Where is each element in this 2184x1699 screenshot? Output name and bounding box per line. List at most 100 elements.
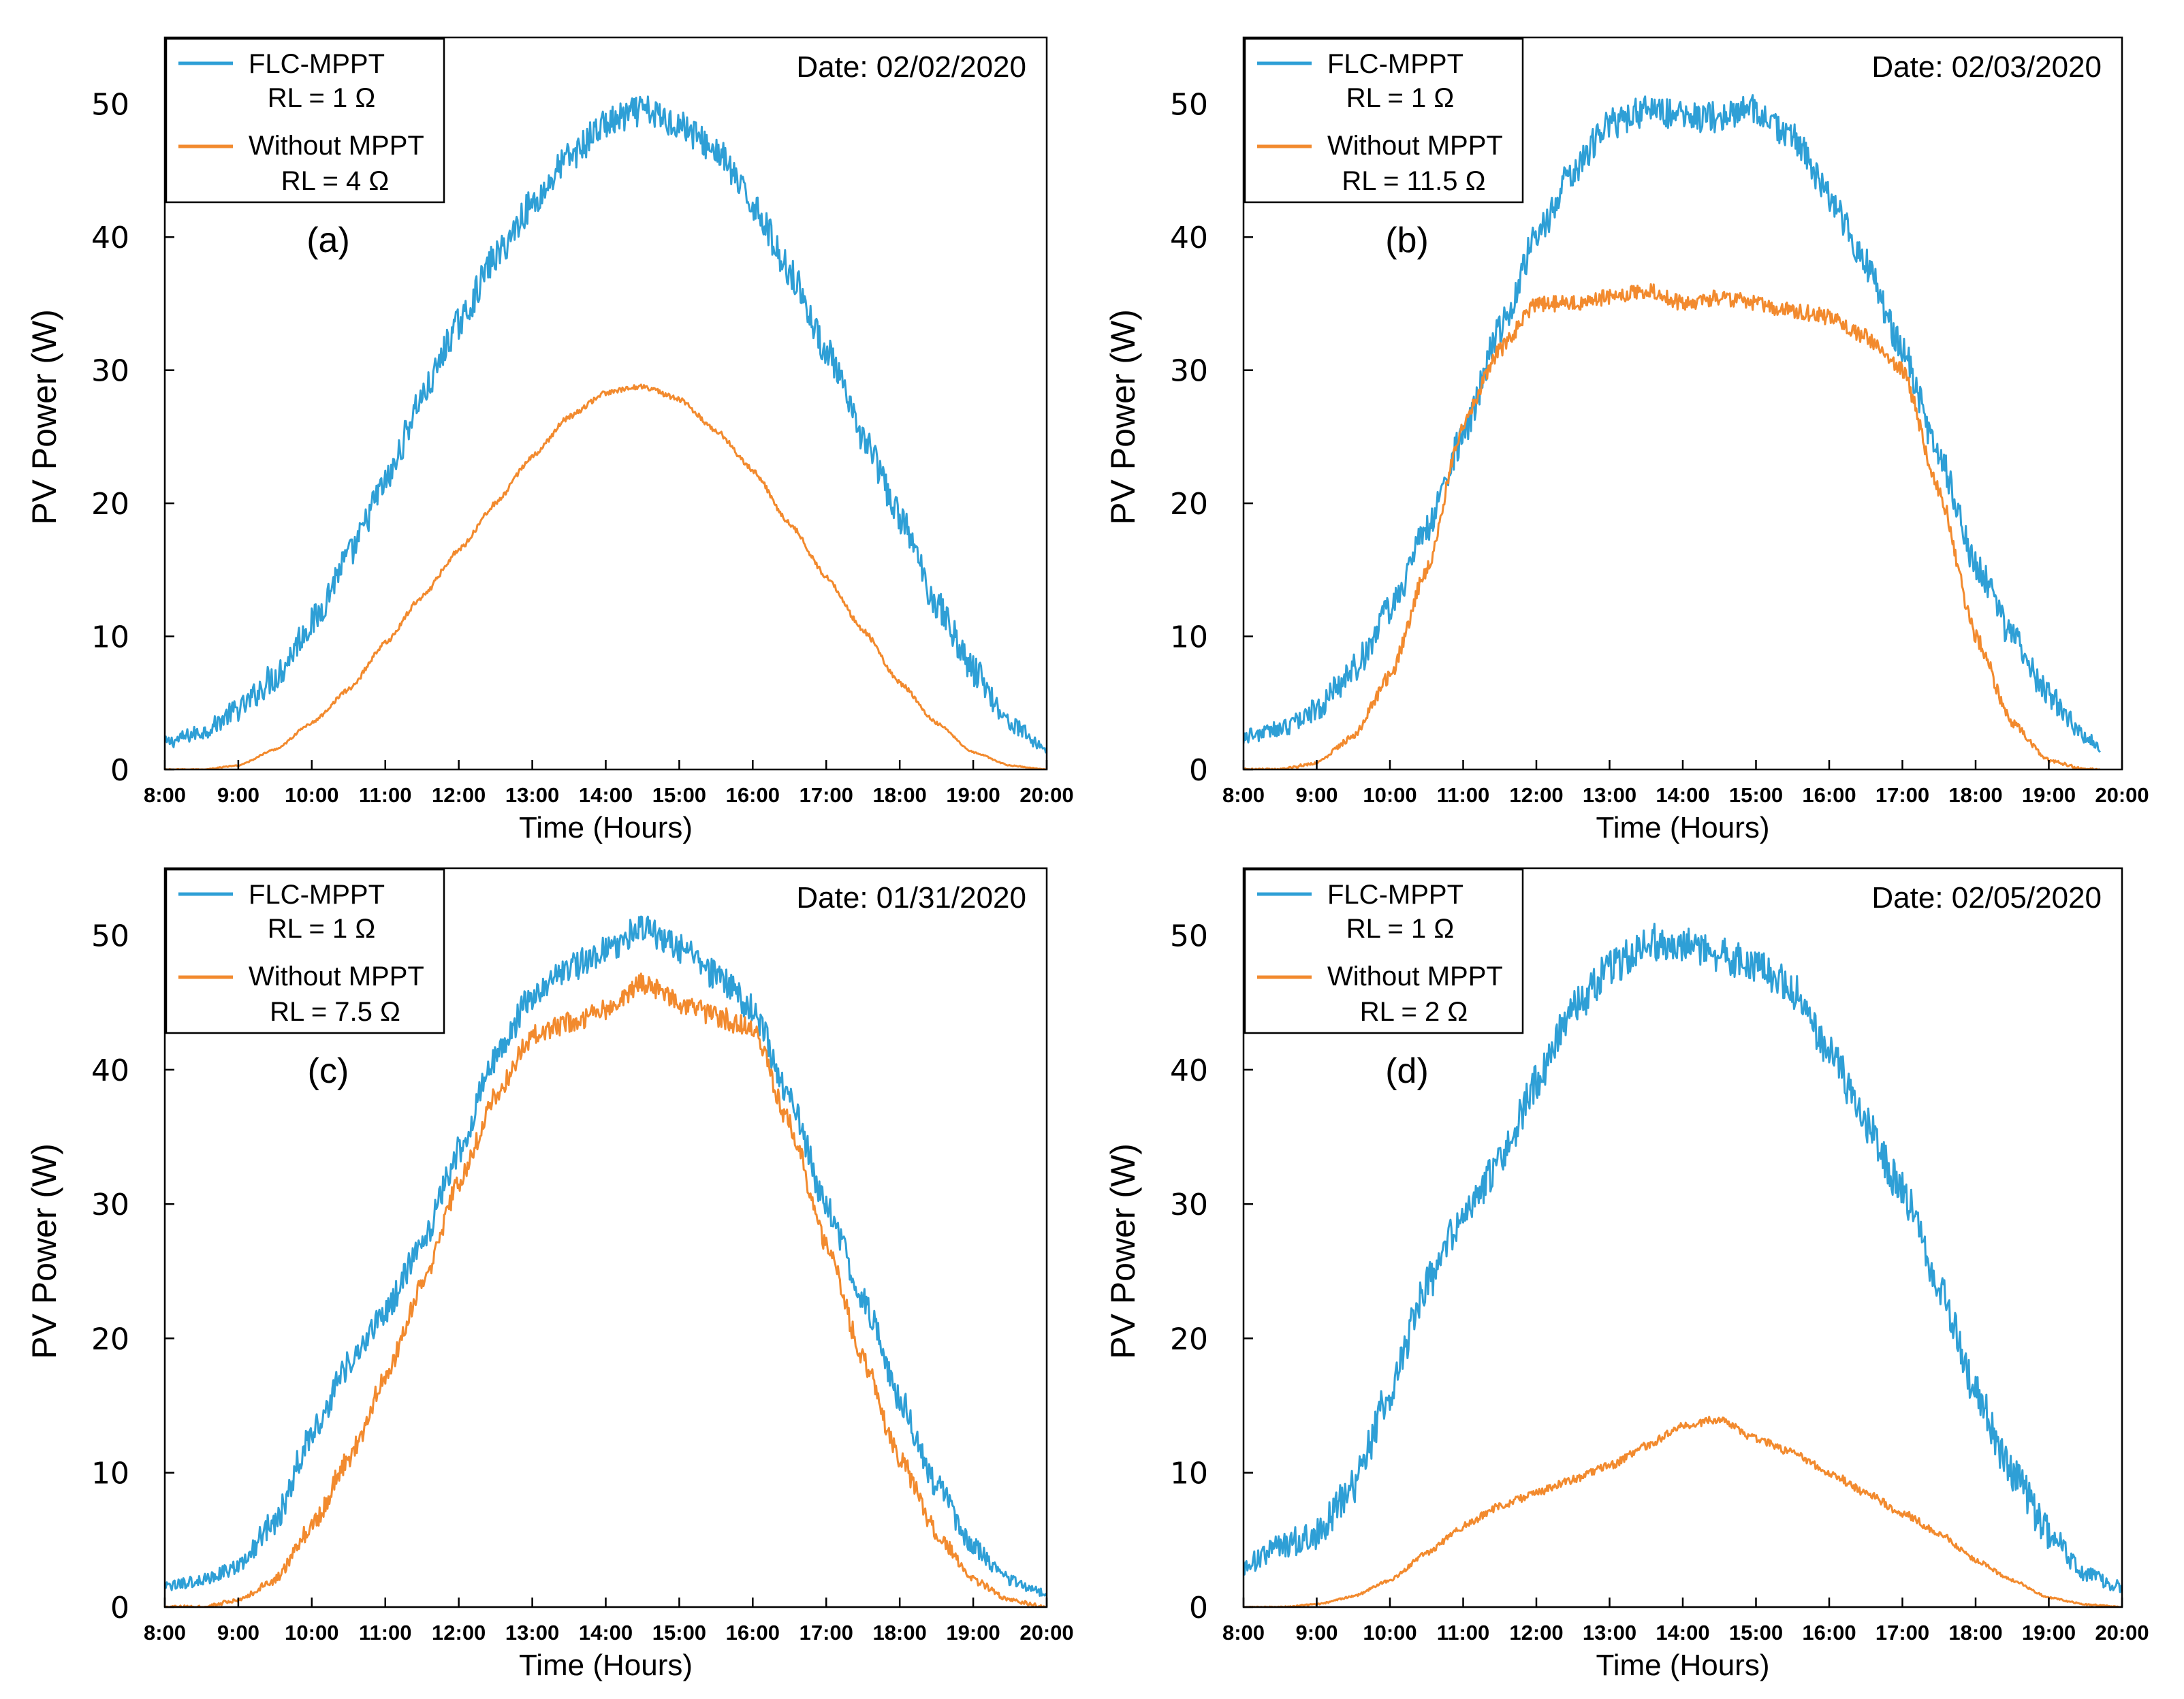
x-tick-label: 17:00: [800, 1621, 853, 1645]
x-tick-label: 20:00: [2095, 783, 2149, 807]
x-tick-label: 9:00: [1295, 783, 1338, 807]
chart-panel-3: 0 10 20 30 40 50 8:00 9:00 10:00 11:00 12:00 13:00 1…: [25, 867, 1074, 1682]
legend-label-flc-mppt: FLC-MPPT: [249, 49, 385, 79]
legend: FLC-MPPT RL = 1 Ω Without MPPT RL = 2 Ω: [1244, 868, 1524, 1034]
x-tick-label: 20:00: [2095, 1621, 2149, 1645]
y-tick-label: 10: [1170, 620, 1208, 655]
y-axis-label: PV Power (W): [1104, 1143, 1142, 1359]
x-tick-label: 18:00: [873, 783, 927, 807]
x-tick-label: 17:00: [800, 783, 853, 807]
date-label: Date: 01/31/2020: [796, 881, 1026, 915]
legend-box: [165, 868, 445, 1034]
x-tick-label: 15:00: [652, 1621, 706, 1645]
x-tick-label: 16:00: [726, 1621, 780, 1645]
x-tick-label: 13:00: [505, 783, 559, 807]
x-tick-label: 12:00: [432, 783, 486, 807]
chart-panel-1: 0 10 20 30 40 50 8:00 9:00 10:00 11:00 12:00 13:00 1…: [25, 36, 1074, 844]
x-tick-label: 16:00: [1802, 1621, 1856, 1645]
y-tick-label: 0: [110, 753, 129, 788]
series-line-flc-mppt: [1244, 923, 2122, 1593]
x-tick-label: 8:00: [1222, 1621, 1265, 1645]
x-tick-label: 12:00: [1509, 783, 1563, 807]
x-tick-label: 17:00: [1876, 783, 1929, 807]
y-tick-label: 50: [91, 88, 129, 123]
x-tick-label: 15:00: [1729, 1621, 1783, 1645]
legend-label-without-rl: RL = 2 Ω: [1360, 997, 1468, 1027]
legend-label-without-rl: RL = 4 Ω: [281, 166, 390, 196]
y-tick-label: 20: [91, 1322, 129, 1356]
legend-label-flc-mppt: FLC-MPPT: [1327, 49, 1463, 79]
date-label: Date: 02/02/2020: [796, 50, 1026, 84]
y-tick-label: 30: [91, 354, 129, 389]
y-tick-label: 10: [1170, 1457, 1208, 1491]
legend: FLC-MPPT RL = 1 Ω Without MPPT RL = 11.5 Ω: [1244, 37, 1524, 204]
y-tick-label: 20: [91, 487, 129, 522]
x-tick-label: 20:00: [1019, 1621, 1073, 1645]
x-tick-label: 20:00: [1019, 783, 1073, 807]
x-tick-label: 19:00: [946, 1621, 1000, 1645]
y-tick-label: 0: [110, 1591, 129, 1625]
legend-box: [165, 37, 445, 204]
panel-label: (d): [1385, 1051, 1429, 1091]
panel-label: (b): [1385, 221, 1429, 260]
legend-label-flc-mppt: FLC-MPPT: [1327, 880, 1463, 910]
series-line-flc-mppt: [1244, 94, 2101, 753]
x-tick-label: 11:00: [1437, 783, 1490, 807]
x-tick-label: 12:00: [432, 1621, 486, 1645]
legend-label-flc-rl: RL = 1 Ω: [1346, 83, 1455, 113]
y-axis-label: PV Power (W): [25, 1143, 63, 1359]
y-axis-label: PV Power (W): [25, 309, 63, 525]
series-line-without-mppt: [165, 383, 1047, 769]
legend-label-without-mppt: Without MPPT: [249, 131, 424, 161]
x-tick-label: 9:00: [217, 783, 259, 807]
y-tick-label: 50: [91, 919, 129, 954]
legend: FLC-MPPT RL = 1 Ω Without MPPT RL = 7.5 Ω: [165, 868, 445, 1034]
y-tick-label: 30: [91, 1188, 129, 1222]
y-tick-label: 40: [1170, 1053, 1208, 1088]
x-tick-label: 15:00: [1729, 783, 1783, 807]
chart-panel-4: 0 10 20 30 40 50 8:00 9:00 10:00 11:00 12:00 13:00 1…: [1104, 867, 2149, 1682]
x-tick-label: 8:00: [144, 783, 186, 807]
y-tick-label: 10: [91, 1457, 129, 1491]
x-tick-label: 19:00: [2022, 783, 2076, 807]
legend-label-flc-rl: RL = 1 Ω: [268, 914, 376, 944]
x-tick-label: 19:00: [946, 783, 1000, 807]
x-tick-label: 8:00: [1222, 783, 1265, 807]
legend: FLC-MPPT RL = 1 Ω Without MPPT RL = 4 Ω: [165, 37, 445, 204]
legend-box: [1244, 37, 1524, 204]
x-tick-label: 15:00: [652, 783, 706, 807]
x-tick-label: 10:00: [1363, 1621, 1417, 1645]
x-tick-label: 18:00: [1948, 1621, 2002, 1645]
x-tick-label: 16:00: [726, 783, 780, 807]
x-tick-label: 14:00: [1656, 783, 1709, 807]
x-tick-label: 10:00: [1363, 783, 1417, 807]
y-tick-label: 40: [91, 221, 129, 255]
x-tick-label: 9:00: [217, 1621, 259, 1645]
x-tick-label: 10:00: [285, 1621, 338, 1645]
x-tick-label: 12:00: [1509, 1621, 1563, 1645]
y-tick-label: 40: [91, 1053, 129, 1088]
x-tick-label: 14:00: [579, 1621, 633, 1645]
y-tick-label: 40: [1170, 221, 1208, 255]
legend-label-without-mppt: Without MPPT: [1327, 962, 1503, 991]
x-tick-label: 11:00: [359, 1621, 412, 1645]
legend-label-without-rl: RL = 11.5 Ω: [1342, 166, 1485, 196]
legend-label-flc-rl: RL = 1 Ω: [1346, 914, 1455, 944]
x-tick-label: 11:00: [359, 783, 412, 807]
date-label: Date: 02/05/2020: [1871, 881, 2102, 915]
legend-label-without-rl: RL = 7.5 Ω: [270, 997, 400, 1027]
y-tick-label: 30: [1170, 354, 1208, 389]
x-tick-label: 8:00: [144, 1621, 186, 1645]
x-tick-label: 11:00: [1437, 1621, 1490, 1645]
x-tick-label: 13:00: [1583, 783, 1636, 807]
chart-panel-2: 0 10 20 30 40 50 8:00 9:00 10:00 11:00 12:00 13:00 1…: [1104, 36, 2149, 844]
panel-label: (a): [306, 221, 350, 260]
y-tick-label: 50: [1170, 919, 1208, 954]
legend-label-without-mppt: Without MPPT: [249, 962, 424, 991]
y-tick-label: 20: [1170, 487, 1208, 522]
y-tick-label: 10: [91, 620, 129, 655]
x-axis-label: Time (Hours): [519, 811, 693, 844]
x-tick-label: 13:00: [505, 1621, 559, 1645]
x-axis-label: Time (Hours): [1596, 1649, 1769, 1682]
x-axis-label: Time (Hours): [519, 1649, 693, 1682]
